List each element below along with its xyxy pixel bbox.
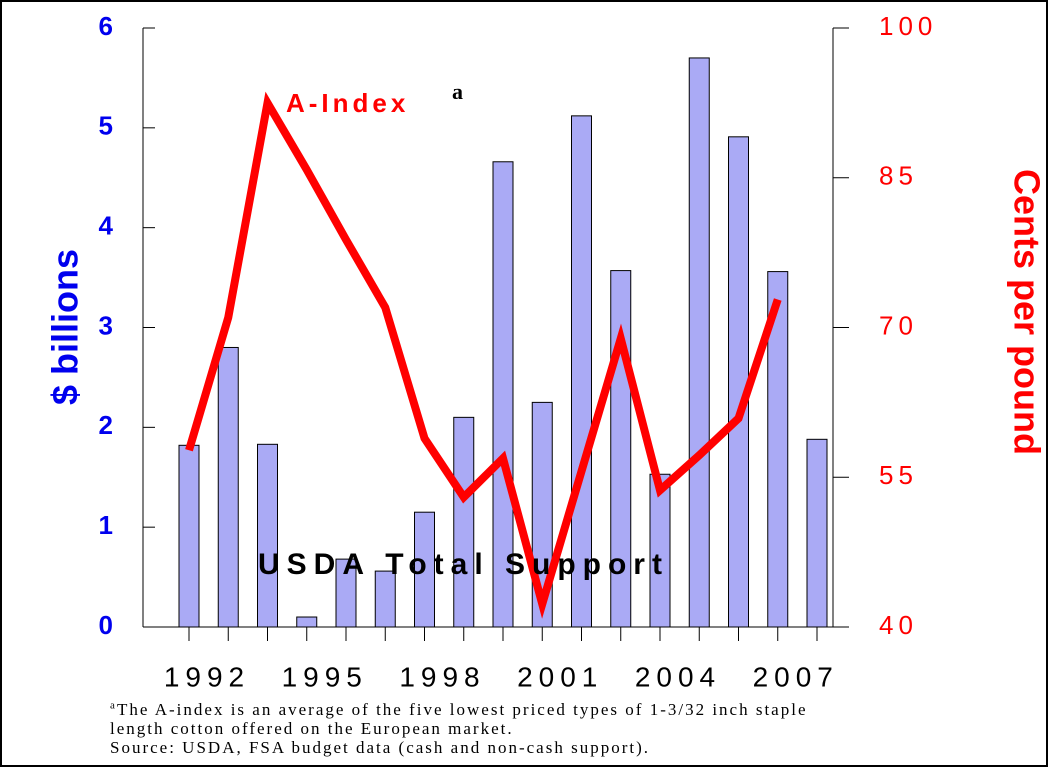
footnote: The A-index is an average of the five lo… [117,700,808,719]
footnote-marker: a [110,700,115,712]
y-tick-label: 4 [99,211,114,241]
x-tick-label: 1992 [164,661,250,692]
y-tick-label: 3 [99,310,113,340]
y2-label: Cents per pound [1006,169,1047,455]
line-label: A-Index [286,88,409,118]
bar [257,443,278,628]
x-tick-label: 2007 [753,661,839,692]
y-tick-label: 1 [99,510,113,540]
footnote: length cotton offered on the European ma… [110,719,514,738]
y2-tick-label: 85 [879,161,918,191]
x-tick-label: 1998 [399,661,485,692]
bar [296,616,318,628]
y-tick-label: 6 [99,11,113,41]
source: Source: USDA, FSA budget data (cash and … [110,738,650,757]
x-tick-label: 2004 [635,661,721,692]
y-tick-label: 0 [99,610,113,640]
x-tick-label: 1995 [282,661,368,692]
y-tick-label: 5 [99,111,113,141]
bar [728,136,749,628]
y2-tick-label: 100 [879,11,937,41]
y2-tick-label: 55 [879,460,918,490]
x-tick-label: 2001 [517,661,603,692]
bar-label: USDA Total Support [258,548,669,581]
bar [217,346,239,628]
line-label-superscript: a [452,79,463,104]
y2-tick-label: 40 [879,610,918,640]
bar [178,444,200,628]
bar [688,57,710,628]
y-label: $ billions [45,249,86,405]
y-tick-label: 2 [99,410,113,440]
y2-tick-label: 70 [879,310,918,340]
bar [806,438,828,628]
bar [453,416,475,628]
line [185,91,782,619]
